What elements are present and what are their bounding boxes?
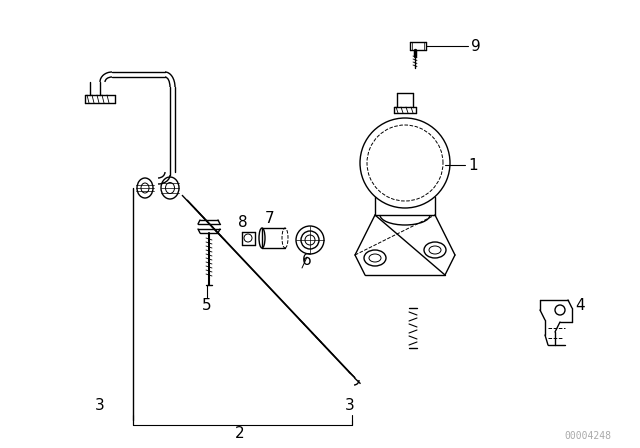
Text: 8: 8	[238, 215, 248, 229]
Text: 1: 1	[468, 158, 477, 172]
Text: 00004248: 00004248	[564, 431, 611, 441]
Text: 5: 5	[202, 297, 212, 313]
Text: 3: 3	[95, 397, 105, 413]
Text: 9: 9	[471, 39, 481, 53]
Text: 6: 6	[302, 253, 312, 267]
Text: 2: 2	[235, 426, 244, 440]
Text: 7: 7	[265, 211, 275, 225]
Text: 3: 3	[345, 397, 355, 413]
Text: 4: 4	[575, 297, 584, 313]
